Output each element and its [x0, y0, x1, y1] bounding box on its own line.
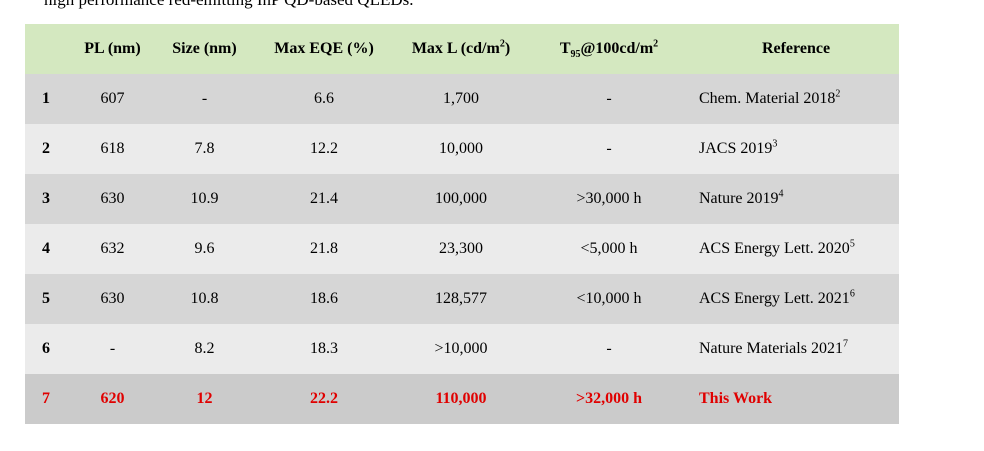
cell-reference: Chem. Material 20182: [699, 88, 841, 107]
table-row-this-work: 7 620 12 22.2 110,000 >32,000 h This Work: [25, 374, 899, 424]
row-index: 1: [42, 90, 50, 107]
cell-max-eqe: 12.2: [310, 140, 338, 157]
reference-superscript: 7: [842, 338, 848, 350]
cell-max-eqe: 18.6: [310, 290, 338, 307]
cell-reference: Nature 20194: [699, 188, 784, 207]
cell-max-luminance: 23,300: [439, 240, 483, 257]
cell-reference: ACS Energy Lett. 20205: [699, 238, 855, 257]
cell-pl: 632: [100, 240, 125, 257]
cell-max-luminance: 100,000: [435, 190, 487, 207]
header-index: [25, 24, 67, 74]
cell-reference: ACS Energy Lett. 20216: [699, 288, 855, 307]
table-row: 3 630 10.9 21.4 100,000 >30,000 h Nature 20194: [25, 174, 899, 224]
header-reference: Reference: [761, 40, 831, 57]
row-index: 6: [42, 340, 50, 357]
row-index: 3: [42, 190, 50, 207]
table-row: 1 607 - 6.6 1,700 - Chem. Material 20182: [25, 74, 899, 124]
cell-size: 10.8: [190, 290, 219, 307]
cell-pl: 620: [100, 390, 125, 407]
cell-max-eqe: 21.8: [310, 240, 338, 257]
reference-superscript: 3: [772, 138, 778, 150]
cell-max-luminance: >10,000: [434, 340, 488, 357]
header-size: Size (nm): [172, 40, 237, 57]
cell-t95: -: [606, 90, 612, 107]
reference-superscript: 2: [835, 88, 841, 100]
cell-pl: 630: [100, 290, 125, 307]
cell-size: 8.2: [194, 340, 215, 357]
row-index: 4: [42, 240, 50, 257]
cell-max-eqe: 6.6: [314, 90, 334, 107]
cell-size: 9.6: [194, 240, 215, 257]
table-caption: high performance red-emitting InP QD-bas…: [44, 0, 413, 12]
cell-t95: <5,000 h: [580, 240, 638, 257]
cell-t95: -: [606, 140, 612, 157]
header-max-luminance: Max L (cd/m2): [411, 38, 511, 57]
cell-max-luminance: 110,000: [435, 390, 487, 407]
table-row: 4 632 9.6 21.8 23,300 <5,000 h ACS Energy Lett…: [25, 224, 899, 274]
cell-max-eqe: 22.2: [310, 390, 338, 407]
cell-size: 12: [196, 390, 213, 407]
reference-superscript: 5: [849, 238, 855, 250]
cell-reference: JACS 20193: [699, 138, 778, 157]
cell-size: 10.9: [190, 190, 219, 207]
cell-max-eqe: 18.3: [310, 340, 338, 357]
cell-pl: 607: [100, 90, 125, 107]
cell-t95: >30,000 h: [576, 190, 642, 207]
cell-max-luminance: 10,000: [439, 140, 483, 157]
reference-superscript: 4: [778, 188, 784, 200]
cell-pl: -: [109, 340, 116, 357]
header-max-eqe: Max EQE (%): [274, 40, 374, 57]
header-pl: PL (nm): [84, 40, 141, 57]
row-index: 7: [42, 390, 50, 407]
cell-size: -: [201, 90, 208, 107]
cell-max-luminance: 1,700: [443, 90, 479, 107]
cell-pl: 630: [100, 190, 125, 207]
cell-t95: <10,000 h: [576, 290, 642, 307]
table-row: 5 630 10.8 18.6 128,577 <10,000 h ACS Energy L…: [25, 274, 899, 324]
table-row: 6 - 8.2 18.3 >10,000 - Nature Materials 20217: [25, 324, 899, 374]
table-row: 2 618 7.8 12.2 10,000 - JACS 20193: [25, 124, 899, 174]
table-body: 1 607-6.6 1,700- Chem. Material 20182 2 618 7.…: [25, 74, 899, 424]
header-t95-lifetime: T95@100cd/m2: [559, 38, 659, 61]
cell-max-luminance: 128,577: [435, 290, 487, 307]
row-index: 2: [42, 140, 50, 157]
cell-t95: >32,000 h: [575, 390, 642, 407]
qled-comparison-table: PL (nm) Size (nm) Max EQE (%) Max L (cd/…: [25, 24, 899, 424]
cell-reference: Nature Materials 20217: [699, 338, 848, 357]
table-header-row: PL (nm) Size (nm) Max EQE (%) Max L (cd/…: [25, 24, 899, 74]
cell-pl: 618: [100, 140, 125, 157]
cell-max-eqe: 21.4: [310, 190, 338, 207]
cell-t95: -: [606, 340, 612, 357]
cell-reference: This Work: [699, 390, 773, 407]
row-index: 5: [42, 290, 50, 307]
reference-superscript: 6: [849, 288, 855, 300]
cell-size: 7.8: [194, 140, 215, 157]
